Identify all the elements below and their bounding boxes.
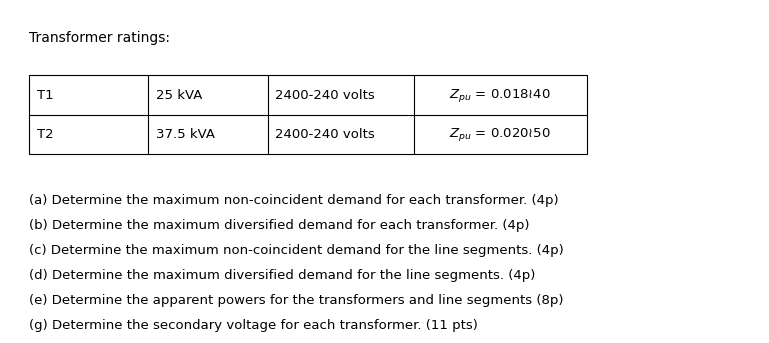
Text: 2400-240 volts: 2400-240 volts [275,128,375,141]
Text: T1: T1 [37,89,54,102]
Text: (a) Determine the maximum non-coincident demand for each transformer. (4p): (a) Determine the maximum non-coincident… [29,194,559,207]
Text: 25 kVA: 25 kVA [156,89,202,102]
Text: (d) Determine the maximum diversified demand for the line segments. (4p): (d) Determine the maximum diversified de… [29,269,535,282]
Text: (c) Determine the maximum non-coincident demand for the line segments. (4p): (c) Determine the maximum non-coincident… [29,244,564,257]
Text: (e) Determine the apparent powers for the transformers and line segments (8p): (e) Determine the apparent powers for th… [29,294,564,307]
Text: 2400-240 volts: 2400-240 volts [275,89,375,102]
Text: Transformer ratings:: Transformer ratings: [29,31,170,45]
Text: $Z_{pu}$ = 0.018≀40: $Z_{pu}$ = 0.018≀40 [449,87,551,104]
Text: $Z_{pu}$ = 0.020≀50: $Z_{pu}$ = 0.020≀50 [449,126,551,143]
Text: T2: T2 [37,128,54,141]
Text: 37.5 kVA: 37.5 kVA [156,128,215,141]
Text: (g) Determine the secondary voltage for each transformer. (11 pts): (g) Determine the secondary voltage for … [29,319,478,332]
Text: (b) Determine the maximum diversified demand for each transformer. (4p): (b) Determine the maximum diversified de… [29,219,530,232]
Bar [29,75,587,154]
